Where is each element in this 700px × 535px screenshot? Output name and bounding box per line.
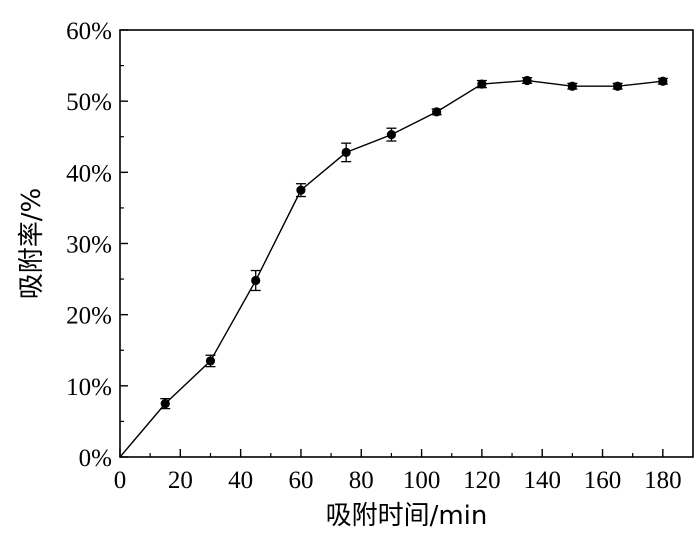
y-tick-label: 50% — [66, 89, 112, 116]
labels-layer: 0 20 40 60 80 100 120 140 160 180 0% 10% 20% 30% 40% 50… — [66, 18, 681, 494]
y-tick-label: 20% — [66, 303, 112, 330]
x-tick-label: 0 — [114, 467, 127, 494]
data-layer — [119, 75, 668, 458]
data-point — [477, 79, 487, 89]
x-tick-label: 160 — [584, 467, 622, 494]
x-tick-label: 40 — [228, 467, 253, 494]
y-tick-label: 10% — [66, 374, 112, 401]
x-tick-label: 180 — [644, 467, 682, 494]
data-point — [341, 147, 351, 158]
y-tick-label: 30% — [66, 232, 112, 259]
y-axis-title: 吸附率/% — [17, 188, 47, 299]
data-point — [567, 81, 577, 91]
data-point — [205, 356, 216, 366]
data-point — [613, 81, 623, 91]
data-point — [658, 76, 668, 86]
y-tick-label: 60% — [66, 18, 112, 45]
x-tick-label: 80 — [349, 467, 374, 494]
y-tick-label: 40% — [66, 160, 112, 187]
x-tick-label: 20 — [168, 467, 193, 494]
ticks-layer — [119, 29, 664, 458]
x-tick-label: 100 — [403, 467, 441, 494]
x-axis-title: 吸附时间/min — [326, 501, 488, 531]
data-point — [386, 130, 397, 140]
data-point — [432, 107, 442, 117]
data-point — [160, 399, 170, 409]
data-point — [296, 185, 306, 195]
data-point — [251, 275, 261, 286]
x-tick-label: 60 — [288, 467, 313, 494]
plot-frame — [119, 29, 694, 458]
x-tick-label: 140 — [523, 467, 561, 494]
data-point — [522, 75, 532, 86]
y-tick-label: 0% — [79, 445, 112, 472]
x-tick-label: 120 — [463, 467, 501, 494]
